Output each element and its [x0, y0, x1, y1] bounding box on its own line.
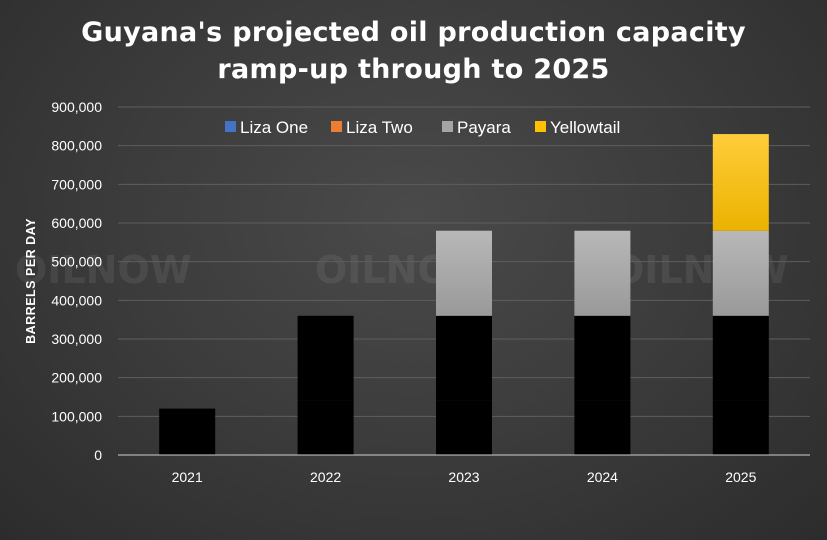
x-tick-label: 2023	[448, 469, 479, 485]
bar-payara-2025	[712, 230, 769, 316]
chart-title-line-2: ramp-up through to 2025	[217, 54, 610, 85]
x-tick-label: 2024	[587, 469, 618, 485]
y-tick-label: 200,000	[51, 370, 102, 386]
bar-liza-one-2024	[574, 400, 631, 455]
bar-liza-one-2021	[159, 408, 216, 455]
legend-label-payara: Payara	[457, 118, 511, 137]
chart-title-line-1: Guyana's projected oil production capaci…	[81, 17, 746, 48]
y-tick-label: 0	[94, 447, 102, 463]
legend-label-yellowtail: Yellowtail	[550, 118, 620, 137]
y-tick-label: 900,000	[51, 99, 102, 115]
legend-label-liza-two: Liza Two	[346, 118, 413, 137]
bar-liza-two-2024	[574, 315, 631, 401]
bar-liza-two-2023	[436, 315, 492, 401]
x-tick-label: 2021	[172, 469, 203, 485]
legend-swatch-yellowtail	[535, 121, 546, 132]
bar-liza-two-2025	[712, 315, 769, 401]
bar-yellowtail-2025	[712, 134, 769, 231]
legend-swatch-payara	[442, 121, 453, 132]
y-axis-label: BARRELS PER DAY	[24, 218, 38, 344]
bar-liza-one-2025	[712, 400, 769, 455]
chart-title: Guyana's projected oil production capaci…	[0, 14, 827, 88]
bar-payara-2024	[574, 230, 631, 316]
y-tick-label: 300,000	[51, 331, 102, 347]
legend-label-liza-one: Liza One	[240, 118, 308, 137]
bar-liza-two-2022	[297, 315, 354, 401]
bar-liza-one-2023	[436, 400, 492, 455]
legend: Liza One Liza Two Payara Yellowtail	[225, 118, 620, 137]
y-tick-label: 400,000	[51, 292, 102, 308]
bar-liza-one-2022	[297, 400, 354, 455]
x-tick-label: 2022	[310, 469, 341, 485]
y-tick-label: 600,000	[51, 215, 102, 231]
watermark-text: OILNOW	[15, 248, 192, 292]
legend-swatch-liza-one	[225, 121, 236, 132]
y-tick-label: 700,000	[51, 176, 102, 192]
y-tick-label: 500,000	[51, 254, 102, 270]
x-tick-label: 2025	[725, 469, 756, 485]
axes: 0 100,000 200,000 300,000 400,000 500,000 600,…	[24, 99, 810, 485]
y-tick-label: 100,000	[51, 408, 102, 424]
bars	[159, 134, 769, 455]
legend-swatch-liza-two	[331, 121, 342, 132]
y-tick-label: 800,000	[51, 138, 102, 154]
watermark-layer: OILNOW OILNOW OILNOW	[15, 248, 789, 292]
bar-payara-2023	[436, 230, 492, 316]
